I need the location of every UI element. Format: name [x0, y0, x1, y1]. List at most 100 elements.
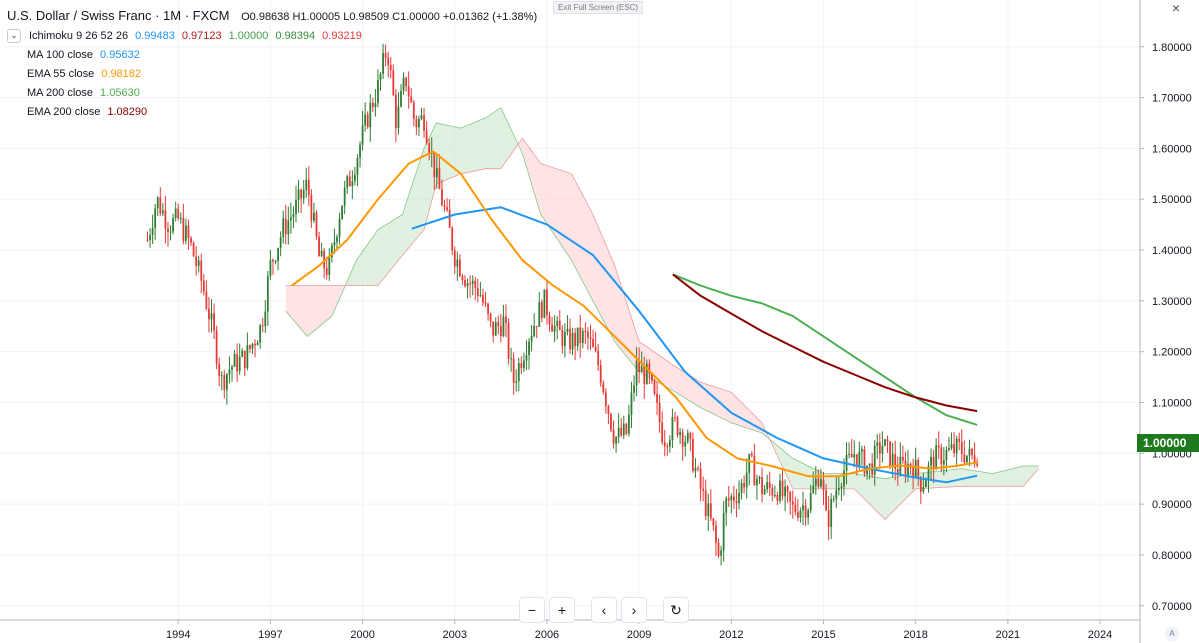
- price-tick-label: 1.70000: [1152, 93, 1192, 105]
- candle-up: [510, 358, 513, 360]
- cloud-bearish: [285, 281, 348, 336]
- candle-up: [571, 332, 574, 350]
- candle-up: [843, 470, 845, 487]
- candle-up: [185, 225, 187, 241]
- candle-up: [784, 486, 786, 497]
- chart-legend: U.S. Dollar / Swiss Franc · 1M · FXCM O0…: [7, 7, 537, 121]
- candle-up: [295, 199, 297, 215]
- price-tick-label: 1.10000: [1152, 397, 1192, 409]
- candle-up: [725, 498, 728, 513]
- ma100-row[interactable]: MA 100 close 0.95632: [7, 45, 537, 64]
- close-icon[interactable]: ×: [1171, 0, 1181, 16]
- candle-up: [679, 432, 682, 435]
- candle-down: [535, 326, 538, 328]
- candle-up: [341, 205, 343, 219]
- candle-down: [863, 449, 866, 475]
- candle-down: [919, 476, 922, 492]
- ema200-value: 1.08290: [107, 105, 148, 118]
- candle-up: [259, 325, 262, 343]
- exit-fullscreen-button[interactable]: Exit Full Screen (ESC): [553, 1, 644, 14]
- candle-up: [456, 259, 459, 267]
- candle-down: [487, 303, 489, 314]
- time-tick-label: 2003: [443, 629, 467, 641]
- candle-up: [538, 302, 541, 327]
- price-tick-label: 0.70000: [1152, 601, 1192, 613]
- candle-down: [666, 446, 669, 448]
- price-tick-label: 1.30000: [1152, 296, 1192, 308]
- candle-down: [602, 382, 605, 393]
- candle-down: [451, 227, 454, 251]
- line-ma-200-close: [672, 273, 978, 426]
- ichimoku-row[interactable]: ⌄ Ichimoku 9 26 52 26 0.99483 0.97123 1.…: [7, 26, 537, 45]
- ma200-row[interactable]: MA 200 close 1.05630: [7, 83, 537, 102]
- candle-up: [241, 350, 244, 357]
- price-tick-label: 1.20000: [1152, 347, 1192, 359]
- candle-down: [712, 518, 715, 526]
- candle-up: [502, 316, 505, 337]
- cloud-span-a: [285, 107, 1039, 480]
- ema200-row[interactable]: EMA 200 close 1.08290: [7, 102, 537, 121]
- candle-up: [576, 327, 579, 347]
- candle-down: [589, 337, 592, 339]
- candle-down: [973, 455, 976, 464]
- candle-down: [702, 488, 705, 491]
- auto-scale-button[interactable]: A: [1165, 627, 1179, 641]
- candle-down: [896, 468, 899, 475]
- line-ema-55-close: [291, 150, 978, 478]
- candle-up: [172, 217, 174, 232]
- scroll-forward-button[interactable]: ›: [621, 597, 647, 623]
- symbol-title[interactable]: U.S. Dollar / Swiss Franc · 1M · FXCM: [7, 8, 230, 23]
- candle-up: [942, 460, 945, 465]
- candle-down: [610, 413, 612, 430]
- candle-up: [517, 363, 520, 382]
- candle-down: [791, 501, 794, 505]
- candle-down: [415, 118, 418, 127]
- candle-up: [617, 427, 620, 438]
- ichimoku-value-5: 0.93219: [322, 29, 362, 42]
- candle-down: [625, 423, 628, 434]
- candle-up: [807, 510, 810, 518]
- candle-down: [638, 360, 641, 373]
- price-tick-label: 1.50000: [1152, 194, 1192, 206]
- candle-down: [489, 313, 492, 322]
- ema55-row[interactable]: EMA 55 close 0.98182: [7, 64, 537, 83]
- candle-down: [507, 322, 510, 359]
- zoom-out-button[interactable]: −: [519, 597, 545, 623]
- candle-up: [287, 220, 290, 235]
- candle-up: [581, 330, 584, 343]
- candle-down: [425, 130, 428, 144]
- candle-down: [850, 453, 853, 458]
- candle-down: [551, 324, 553, 332]
- candle-down: [323, 250, 326, 269]
- candle-up: [684, 441, 687, 447]
- cloud-bullish: [347, 107, 519, 286]
- candle-up: [809, 492, 812, 511]
- time-tick-label: 2000: [350, 629, 374, 641]
- candle-down: [656, 393, 658, 403]
- candle-up: [876, 442, 879, 446]
- candle-down: [904, 460, 907, 475]
- candle-down: [474, 280, 477, 289]
- candle-up: [364, 114, 367, 126]
- scroll-back-button[interactable]: ‹: [591, 597, 617, 623]
- candle-down: [505, 316, 507, 323]
- price-tick-label: 0.80000: [1152, 550, 1192, 562]
- candle-up: [773, 495, 776, 497]
- reset-chart-button[interactable]: ↻: [663, 597, 689, 623]
- chevron-down-icon[interactable]: ⌄: [7, 28, 21, 43]
- candle-down: [786, 486, 789, 492]
- candle-up: [563, 331, 566, 346]
- candle-up: [320, 250, 323, 257]
- candle-down: [405, 77, 408, 87]
- zoom-in-button[interactable]: +: [549, 597, 575, 623]
- candle-down: [159, 197, 162, 214]
- candle-down: [579, 327, 582, 343]
- candle-up: [174, 208, 177, 218]
- candle-down: [410, 96, 413, 103]
- candle-up: [154, 208, 157, 228]
- candle-down: [753, 455, 756, 486]
- candle-down: [310, 194, 313, 221]
- candle-up: [251, 343, 254, 349]
- candle-up: [400, 90, 402, 107]
